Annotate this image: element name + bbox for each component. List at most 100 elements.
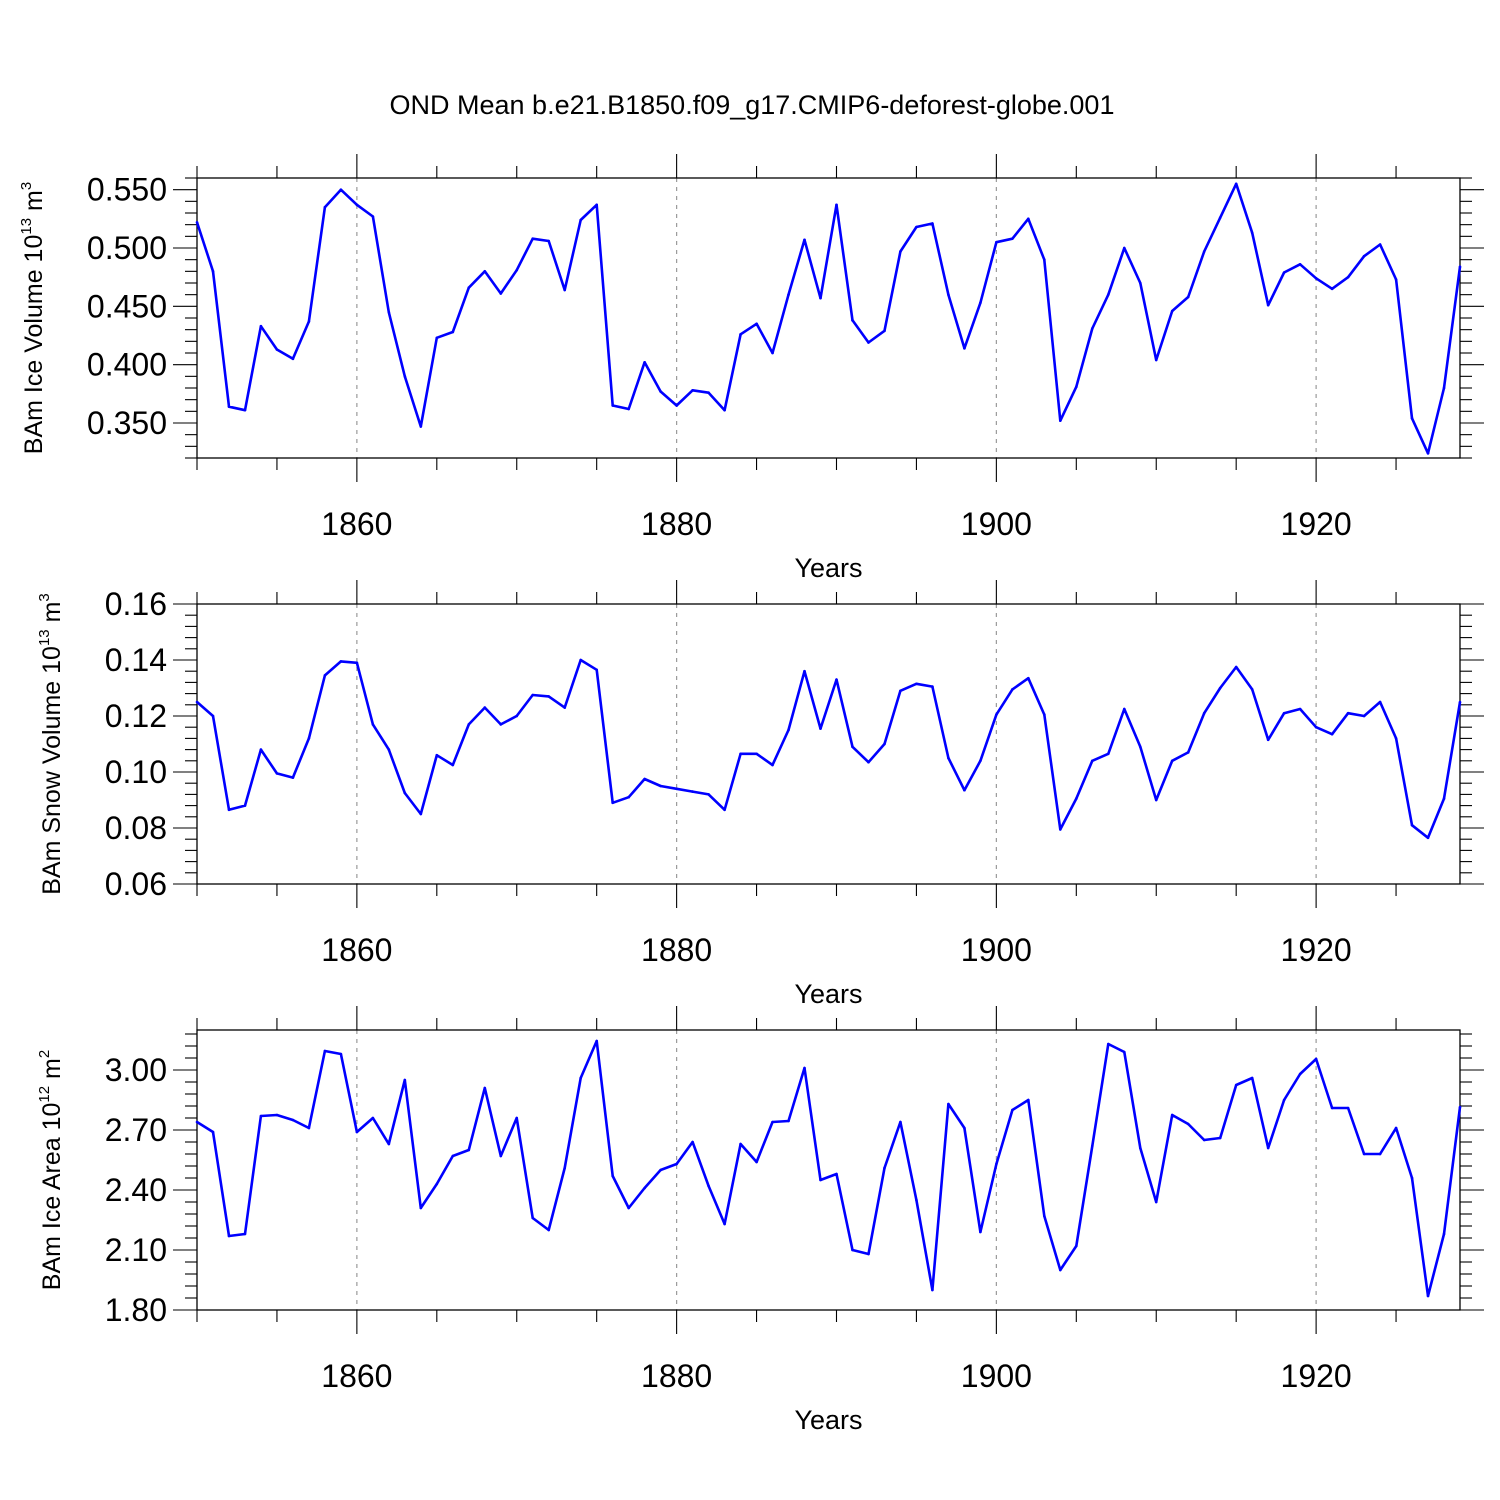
data-point [1330, 287, 1334, 291]
x-tick-label: 1920 [1281, 932, 1352, 968]
data-point [227, 808, 231, 812]
data-point [1426, 836, 1430, 840]
plot-frame [196, 177, 1461, 459]
data-point [1106, 293, 1110, 296]
data-point [291, 357, 295, 361]
y-axis-title: BAm Snow Volume 1013 m3 [36, 593, 66, 895]
data-point [1266, 1146, 1270, 1150]
data-point [275, 772, 279, 775]
y-tick-label: 2.70 [105, 1112, 167, 1148]
y-tick-label: 1.80 [105, 1292, 167, 1328]
y-tick-label: 0.550 [87, 172, 167, 208]
data-point [1027, 676, 1030, 680]
data-point [1314, 1057, 1318, 1061]
data-point [835, 678, 838, 681]
data-point [1186, 295, 1190, 299]
data-point [947, 293, 950, 296]
data-point [355, 1130, 359, 1134]
y-tick-label: 0.16 [105, 586, 167, 622]
data-point [467, 286, 471, 289]
data-point [1394, 737, 1398, 740]
data-point [659, 390, 662, 393]
data-point [435, 336, 439, 340]
data-point [739, 333, 742, 336]
data-point [707, 793, 710, 796]
data-point [499, 292, 503, 295]
y-axis-title: BAm Ice Area 1012 m2 [36, 1050, 66, 1290]
data-point [1090, 759, 1094, 763]
data-point [1218, 216, 1222, 219]
y-tick-label: 0.08 [105, 810, 167, 846]
data-point [515, 714, 519, 718]
x-axis-title: Years [794, 1405, 862, 1435]
data-point [435, 1182, 439, 1186]
data-point [691, 389, 694, 392]
data-point [1202, 250, 1206, 253]
data-point [1170, 759, 1174, 763]
data-point [707, 391, 710, 394]
data-point [339, 660, 343, 663]
data-point [643, 361, 646, 364]
data-point [515, 268, 519, 272]
data-point [1426, 1294, 1430, 1298]
data-point [675, 1162, 678, 1166]
data-point [579, 1076, 582, 1080]
data-point [947, 756, 950, 760]
data-point [243, 804, 247, 807]
x-tick-label: 1900 [961, 506, 1032, 542]
x-tick-label: 1900 [961, 932, 1032, 968]
data-point [883, 1166, 886, 1170]
data-point [1362, 254, 1366, 258]
data-point [931, 1288, 934, 1292]
data-point [531, 693, 535, 697]
data-point [1186, 751, 1190, 754]
data-point [595, 203, 598, 207]
data-point [1346, 1106, 1350, 1110]
snow-volume-panel: 0.06 0.08 0.10 0.12 0.14 0.16 1860 1880 1900 1920… [36, 580, 1484, 1009]
y-tick-label: 0.450 [87, 288, 167, 324]
data-point [275, 348, 279, 351]
data-point [1027, 217, 1030, 221]
data-point [499, 1154, 503, 1158]
data-point [259, 748, 263, 751]
data-point [1154, 358, 1158, 362]
data-point [243, 408, 247, 412]
data-point [259, 1114, 263, 1118]
data-point [755, 1160, 758, 1164]
data-point [419, 425, 423, 428]
data-point [995, 713, 998, 716]
data-point [659, 784, 662, 788]
data-point [595, 1039, 598, 1043]
y-tick-label: 0.350 [87, 405, 167, 441]
data-point [1298, 1072, 1302, 1076]
data-point [723, 408, 726, 412]
data-point [1106, 752, 1110, 756]
y-tick-label: 0.10 [105, 754, 167, 790]
data-point [467, 723, 471, 726]
data-point [787, 293, 790, 296]
data-point [1378, 1152, 1382, 1156]
data-point [1011, 1108, 1014, 1112]
data-point [515, 1116, 519, 1120]
data-point [1059, 1268, 1062, 1272]
y-tick-label: 0.14 [105, 642, 167, 678]
data-point [419, 1206, 423, 1210]
data-point [339, 1052, 343, 1056]
data-point [419, 812, 423, 816]
data-point [1043, 713, 1046, 716]
data-point [1138, 745, 1142, 749]
data-point [1458, 265, 1462, 268]
data-point [243, 1232, 247, 1236]
data-point [195, 700, 199, 704]
y-tick-label: 0.400 [87, 347, 167, 383]
data-point [1043, 1214, 1046, 1218]
data-point [1442, 1232, 1446, 1236]
data-point [371, 723, 375, 726]
data-point [211, 1130, 215, 1134]
data-point [723, 1222, 726, 1226]
data-point [307, 1126, 311, 1130]
data-point [931, 685, 934, 688]
data-point [531, 1216, 535, 1220]
data-point [851, 745, 854, 749]
